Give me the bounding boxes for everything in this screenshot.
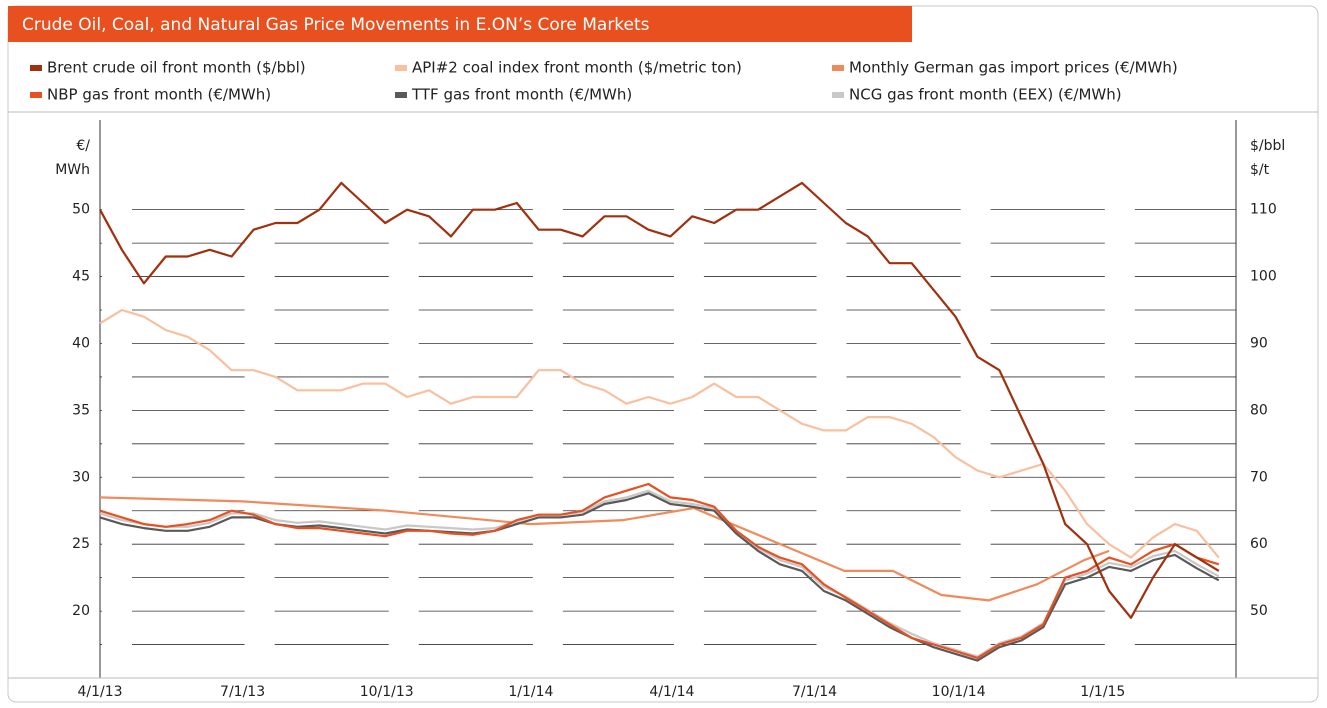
chart-title: Crude Oil, Coal, and Natural Gas Price M… [22,15,650,35]
legend-swatch [395,65,407,71]
grid-gap [532,120,563,678]
y2-tick-label: 100 [1250,269,1277,285]
legend-swatch [30,92,42,98]
y-tick-label: 50 [72,202,90,218]
grid-gap [1104,120,1135,678]
y2-tick-label: 110 [1250,202,1277,218]
x-tick-label: 7/1/14 [792,684,837,700]
y-label: MWh [55,162,90,178]
x-tick-label: 10/1/13 [360,684,414,700]
x-tick-label: 4/1/14 [649,684,694,700]
series-line [99,308,1220,559]
legend-swatch [30,65,42,71]
y-tick-label: 45 [72,269,90,285]
legend-label: NCG gas front month (EEX) (€/MWh) [849,86,1122,104]
grid-gap [960,120,991,678]
legend-label: API#2 coal index front month ($/metric t… [412,59,742,77]
y2-tick-label: 50 [1250,603,1268,619]
y-tick-label: 20 [72,603,90,619]
x-tick-label: 1/1/15 [1080,684,1125,700]
y-label: €/ [76,138,90,154]
legend-label: Brent crude oil front month ($/bbl) [47,59,306,77]
legend-swatch [395,92,407,98]
grid-gap [102,120,132,678]
y2-tick-label: 60 [1250,536,1268,552]
y-tick-label: 25 [72,536,90,552]
legend-label: TTF gas front month (€/MWh) [411,86,632,104]
grid-gap [244,120,275,678]
legend-label: NBP gas front month (€/MWh) [47,86,271,104]
series-line [99,482,1220,659]
title-bar [8,6,912,42]
y-tick-label: 35 [72,402,90,418]
x-tick-label: 7/1/13 [220,684,265,700]
series-line [99,489,1220,658]
x-tick-label: 10/1/14 [932,684,986,700]
y2-label: $/t [1250,162,1270,178]
legend-swatch [832,92,844,98]
y2-tick-label: 80 [1250,402,1268,418]
y2-tick-label: 70 [1250,469,1268,485]
series-line [99,181,1220,619]
grid-gap [388,120,419,678]
y-tick-label: 30 [72,469,90,485]
x-tick-label: 4/1/13 [77,684,122,700]
y2-label: $/bbl [1250,138,1285,154]
y-tick-label: 40 [72,335,90,351]
x-tick-label: 1/1/14 [508,684,553,700]
legend-label: Monthly German gas import prices (€/MWh) [849,59,1178,77]
series-line [99,496,1110,602]
legend-swatch [832,65,844,71]
y2-tick-label: 90 [1250,335,1268,351]
